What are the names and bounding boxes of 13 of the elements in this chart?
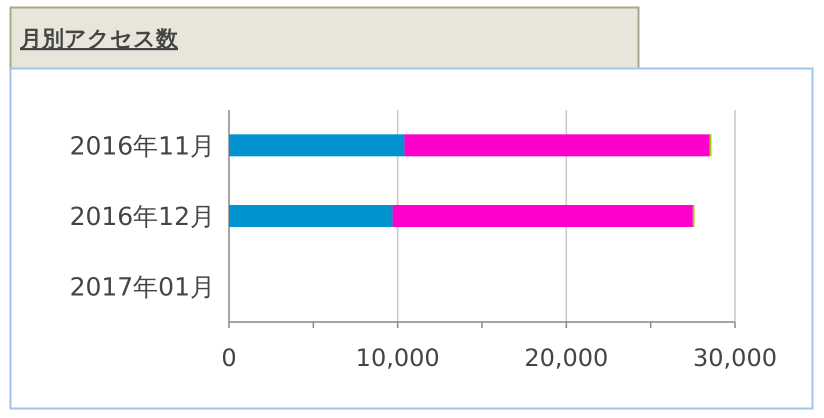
y-tick-label: 2017年01月 xyxy=(70,272,215,302)
bar xyxy=(229,134,404,156)
x-tick-label: 10,000 xyxy=(356,344,440,372)
bar xyxy=(229,205,393,227)
x-tick-label: 20,000 xyxy=(524,344,608,372)
plot: 0 10,000 20,000 30,000 2016年11月 2016年12月 2017年01月 xyxy=(70,110,777,372)
y-tick-label: 2016年11月 xyxy=(70,131,215,160)
y-tick-label: 2016年12月 xyxy=(70,202,215,231)
x-tick-label: 0 xyxy=(221,344,237,372)
bar xyxy=(404,134,710,156)
x-tick-label: 30,000 xyxy=(693,344,777,372)
bar xyxy=(392,205,693,227)
chart-title: 月別アクセス数 xyxy=(19,27,179,52)
